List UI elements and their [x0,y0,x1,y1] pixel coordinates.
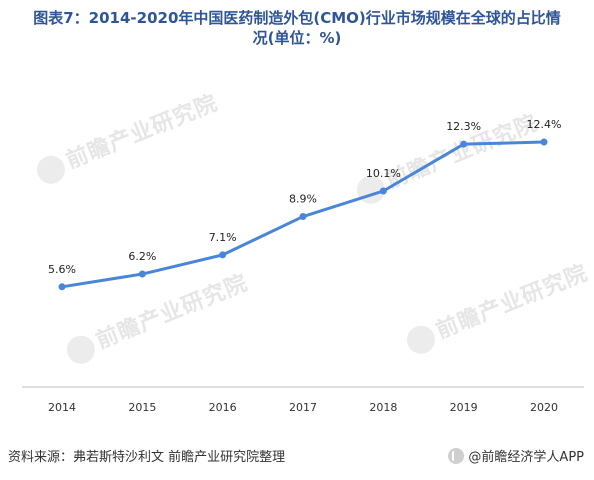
data-label: 5.6% [48,263,76,276]
data-point [379,187,387,195]
data-point [299,213,307,221]
data-label: 12.4% [527,118,562,131]
data-label: 10.1% [366,167,401,180]
data-point [219,251,227,259]
x-tick-label: 2020 [530,401,558,414]
data-label: 12.3% [446,120,481,133]
line-chart: 5.6% 2014 6.2% 2015 7.1% 2016 8.9% 2017 10.1% 201… [22,118,584,414]
x-tick-label: 2014 [48,401,76,414]
x-tick-label: 2017 [289,401,317,414]
data-point [138,270,146,278]
x-tick-label: 2019 [450,401,478,414]
chart-title: 图表7：2014-2020年中国医药制造外包(CMO)行业市场规模在全球的占比情… [8,8,586,48]
brand-logo-icon [448,447,465,464]
data-label: 8.9% [289,193,317,206]
x-tick-label: 2016 [209,401,237,414]
data-point [460,140,468,148]
chart-title-line-1: 图表7：2014-2020年中国医药制造外包(CMO)行业市场规模在全球的占比情 [33,9,561,27]
data-point [58,283,66,291]
chart-title-line-2: 况(单位：%) [252,29,342,47]
x-tick-label: 2015 [128,401,156,414]
data-label: 7.1% [209,231,237,244]
data-point [540,138,548,146]
x-tick-label: 2018 [369,401,397,414]
brand-credit: @前瞻经济学人APP [448,446,584,465]
chart-marks: 5.6% 2014 6.2% 2015 7.1% 2016 8.9% 2017 10.1% 201… [48,118,561,414]
source-note: 资料来源：弗若斯特沙利文 前瞻产业研究院整理 [8,450,286,465]
data-label: 6.2% [128,250,156,263]
brand-text: @前瞻经济学人APP [468,450,584,465]
